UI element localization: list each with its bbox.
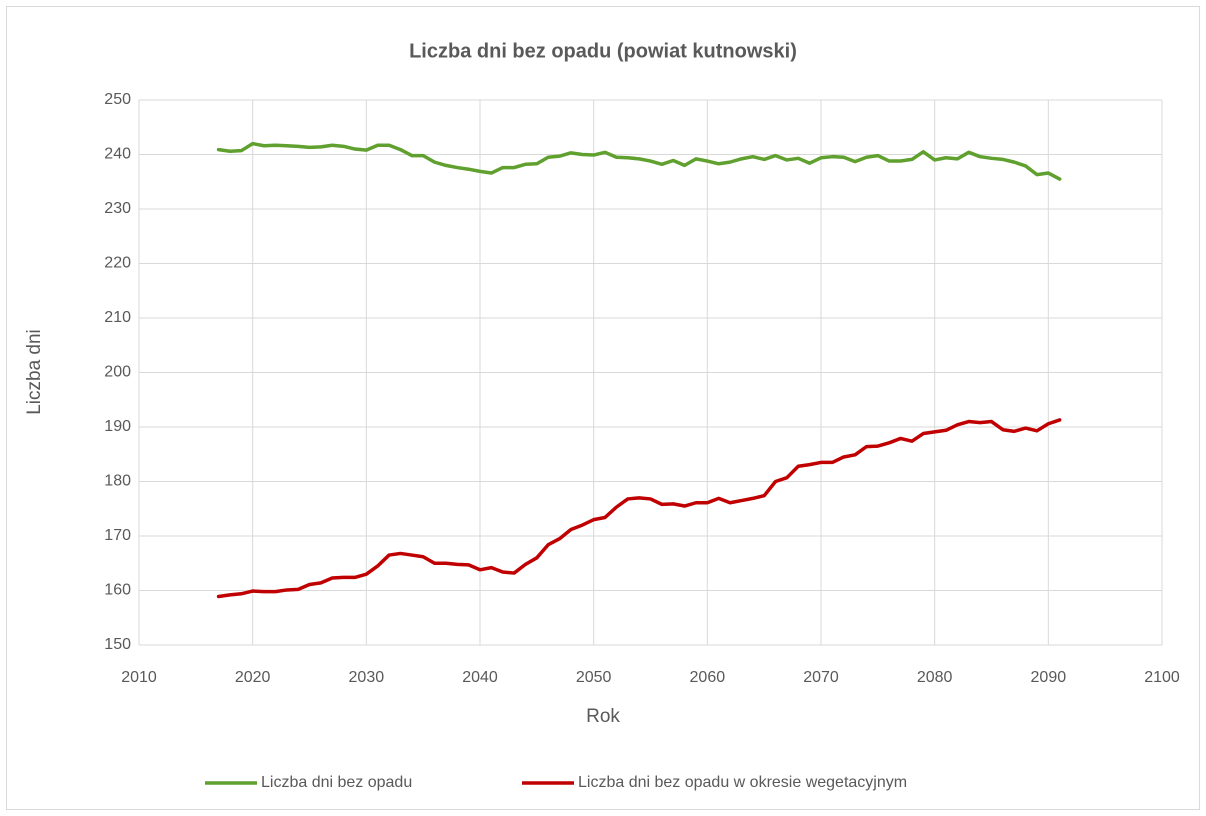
y-tick-label: 180 [104,473,131,490]
y-tick-label: 230 [104,200,131,217]
y-tick-label: 250 [104,91,131,108]
x-tick-label: 2040 [462,669,498,686]
x-tick-label: 2080 [917,669,953,686]
y-tick-label: 240 [104,146,131,163]
x-tick-label: 2050 [576,669,612,686]
data-line [216,141,1062,181]
legend-label: Liczba dni bez opadu w okresie wegetacyj… [578,774,907,791]
chart-border [6,6,1200,810]
x-tick-label: 2060 [690,669,726,686]
y-tick-label: 190 [104,418,131,435]
y-tick-label: 210 [104,309,131,326]
x-tick-label: 2100 [1144,669,1180,686]
x-tick-label: 2010 [121,669,157,686]
chart-title: Liczba dni bez opadu (powiat kutnowski) [409,40,797,62]
x-tick-label: 2090 [1031,669,1067,686]
data-line [216,418,1062,599]
y-tick-label: 160 [104,582,131,599]
y-axis-title: Liczba dni [24,329,45,415]
x-tick-label: 2070 [803,669,839,686]
x-tick-label: 2030 [349,669,385,686]
x-axis-title: Rok [586,706,620,727]
legend-label: Liczba dni bez opadu [261,774,412,791]
x-tick-label: 2020 [235,669,271,686]
y-tick-label: 220 [104,255,131,272]
y-tick-label: 150 [104,636,131,653]
y-tick-label: 170 [104,527,131,544]
y-tick-label: 200 [104,364,131,381]
